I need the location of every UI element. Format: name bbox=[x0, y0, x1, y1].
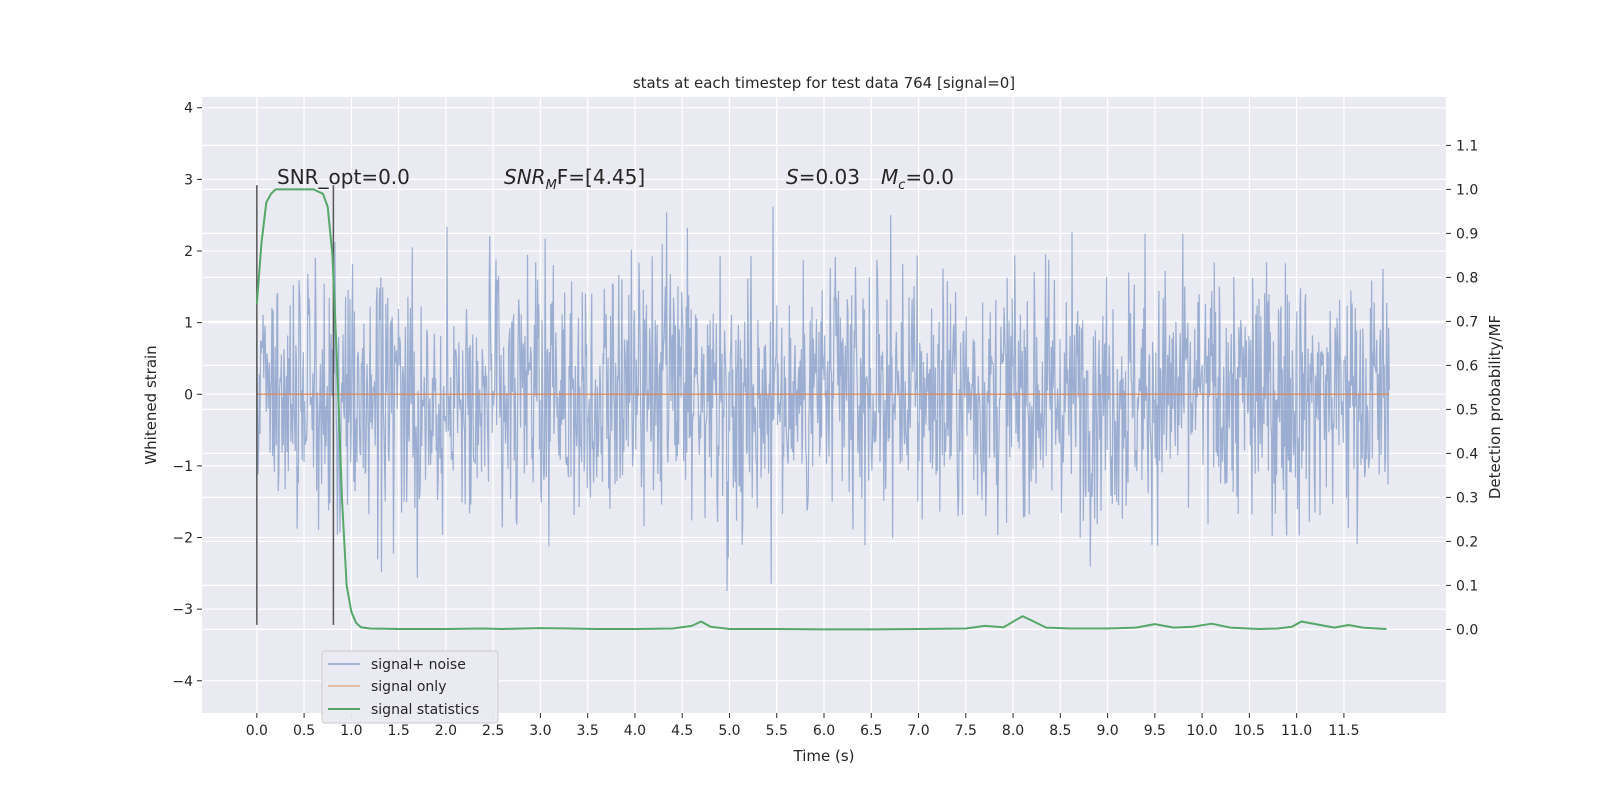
x-tick-label: 9.5 bbox=[1144, 723, 1166, 739]
x-tick-label: 7.5 bbox=[955, 723, 977, 739]
x-tick-label: 3.0 bbox=[529, 723, 551, 739]
y2-tick-label: 0.9 bbox=[1456, 226, 1478, 242]
y-axis-label: Whitened strain bbox=[142, 345, 160, 464]
x-tick-label: 2.5 bbox=[482, 723, 504, 739]
y2-tick-label: 1.0 bbox=[1456, 182, 1478, 198]
x-tick-label: 1.5 bbox=[387, 723, 409, 739]
annotation-snr-mf: SNRMF=[4.45] bbox=[504, 165, 645, 193]
chart-title: stats at each timestep for test data 764… bbox=[633, 74, 1015, 92]
series-signal-noise bbox=[256, 206, 1390, 592]
annotation-snr-opt: SNR_opt=0.0 bbox=[277, 165, 410, 189]
y-tick-label: −4 bbox=[172, 674, 193, 690]
x-axis-ticks: 0.0 0.5 1.0 1.5 2.0 2.5 3.0 3.5 4.0 4.5 5.0 5.5 6.0 6… bbox=[246, 713, 1359, 739]
y2-tick-label: 1.1 bbox=[1456, 138, 1478, 154]
x-tick-label: 5.5 bbox=[766, 723, 788, 739]
noise-trace bbox=[256, 206, 1390, 592]
legend: signal+ noise signal only signal statist… bbox=[321, 650, 499, 724]
x-tick-label: 11.0 bbox=[1281, 723, 1312, 739]
signal-statistics-line bbox=[255, 188, 1387, 631]
y2-tick-label: 0.4 bbox=[1456, 446, 1478, 462]
y2-tick-label: 0.1 bbox=[1456, 578, 1478, 594]
y-axis-ticks: −4 −3 −2 −1 0 1 2 3 4 bbox=[172, 101, 202, 690]
y-tick-label: 0 bbox=[184, 387, 193, 403]
x-tick-label: 0.0 bbox=[246, 723, 268, 739]
x-tick-label: 0.5 bbox=[293, 723, 315, 739]
x-tick-label: 8.0 bbox=[1002, 723, 1024, 739]
y2-tick-label: 0.0 bbox=[1456, 622, 1478, 638]
x-tick-label: 3.5 bbox=[577, 723, 599, 739]
x-tick-label: 5.0 bbox=[718, 723, 740, 739]
x-tick-label: 10.5 bbox=[1234, 723, 1265, 739]
y2-tick-label: 0.2 bbox=[1456, 534, 1478, 550]
x-tick-label: 4.0 bbox=[624, 723, 646, 739]
y-tick-label: −2 bbox=[172, 531, 193, 547]
x-tick-label: 8.5 bbox=[1049, 723, 1071, 739]
x-tick-label: 9.0 bbox=[1096, 723, 1118, 739]
y2-tick-label: 0.6 bbox=[1456, 358, 1478, 374]
x-tick-label: 2.0 bbox=[435, 723, 457, 739]
legend-label-signal-statistics: signal statistics bbox=[371, 702, 479, 718]
x-tick-label: 6.0 bbox=[813, 723, 835, 739]
x-tick-label: 4.5 bbox=[671, 723, 693, 739]
y-tick-label: 1 bbox=[184, 316, 193, 332]
y-tick-label: −3 bbox=[172, 602, 193, 618]
y2-axis-label: Detection probability/MF bbox=[1486, 315, 1504, 499]
y-tick-label: 4 bbox=[184, 101, 193, 117]
y2-tick-label: 0.7 bbox=[1456, 314, 1478, 330]
y-tick-label: 2 bbox=[184, 244, 193, 260]
x-tick-label: 11.5 bbox=[1328, 723, 1359, 739]
y2-tick-label: 0.3 bbox=[1456, 490, 1478, 506]
x-tick-label: 6.5 bbox=[860, 723, 882, 739]
y2-axis-ticks: 0.0 0.1 0.2 0.3 0.4 0.5 0.6 0.7 0.8 0.9 1.0 1.1 bbox=[1446, 138, 1478, 638]
x-tick-label: 10.0 bbox=[1187, 723, 1218, 739]
legend-label-signal-only: signal only bbox=[371, 679, 446, 695]
y-tick-label: −1 bbox=[172, 459, 193, 475]
x-axis-label: Time (s) bbox=[793, 747, 855, 765]
legend-label-signal-noise: signal+ noise bbox=[371, 657, 466, 673]
x-tick-label: 1.0 bbox=[340, 723, 362, 739]
y-tick-label: 3 bbox=[184, 172, 193, 188]
legend-box bbox=[321, 650, 499, 724]
y2-tick-label: 0.5 bbox=[1456, 402, 1478, 418]
annotation-s: S=0.03 bbox=[786, 165, 860, 189]
y2-tick-label: 0.8 bbox=[1456, 270, 1478, 286]
x-tick-label: 7.0 bbox=[907, 723, 929, 739]
series-signal-statistics bbox=[255, 188, 1387, 631]
annotation-mc: Mc=0.0 bbox=[881, 165, 954, 193]
